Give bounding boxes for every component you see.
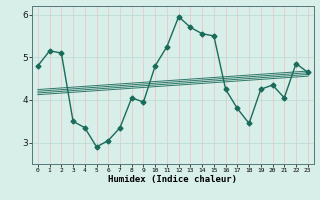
X-axis label: Humidex (Indice chaleur): Humidex (Indice chaleur) — [108, 175, 237, 184]
